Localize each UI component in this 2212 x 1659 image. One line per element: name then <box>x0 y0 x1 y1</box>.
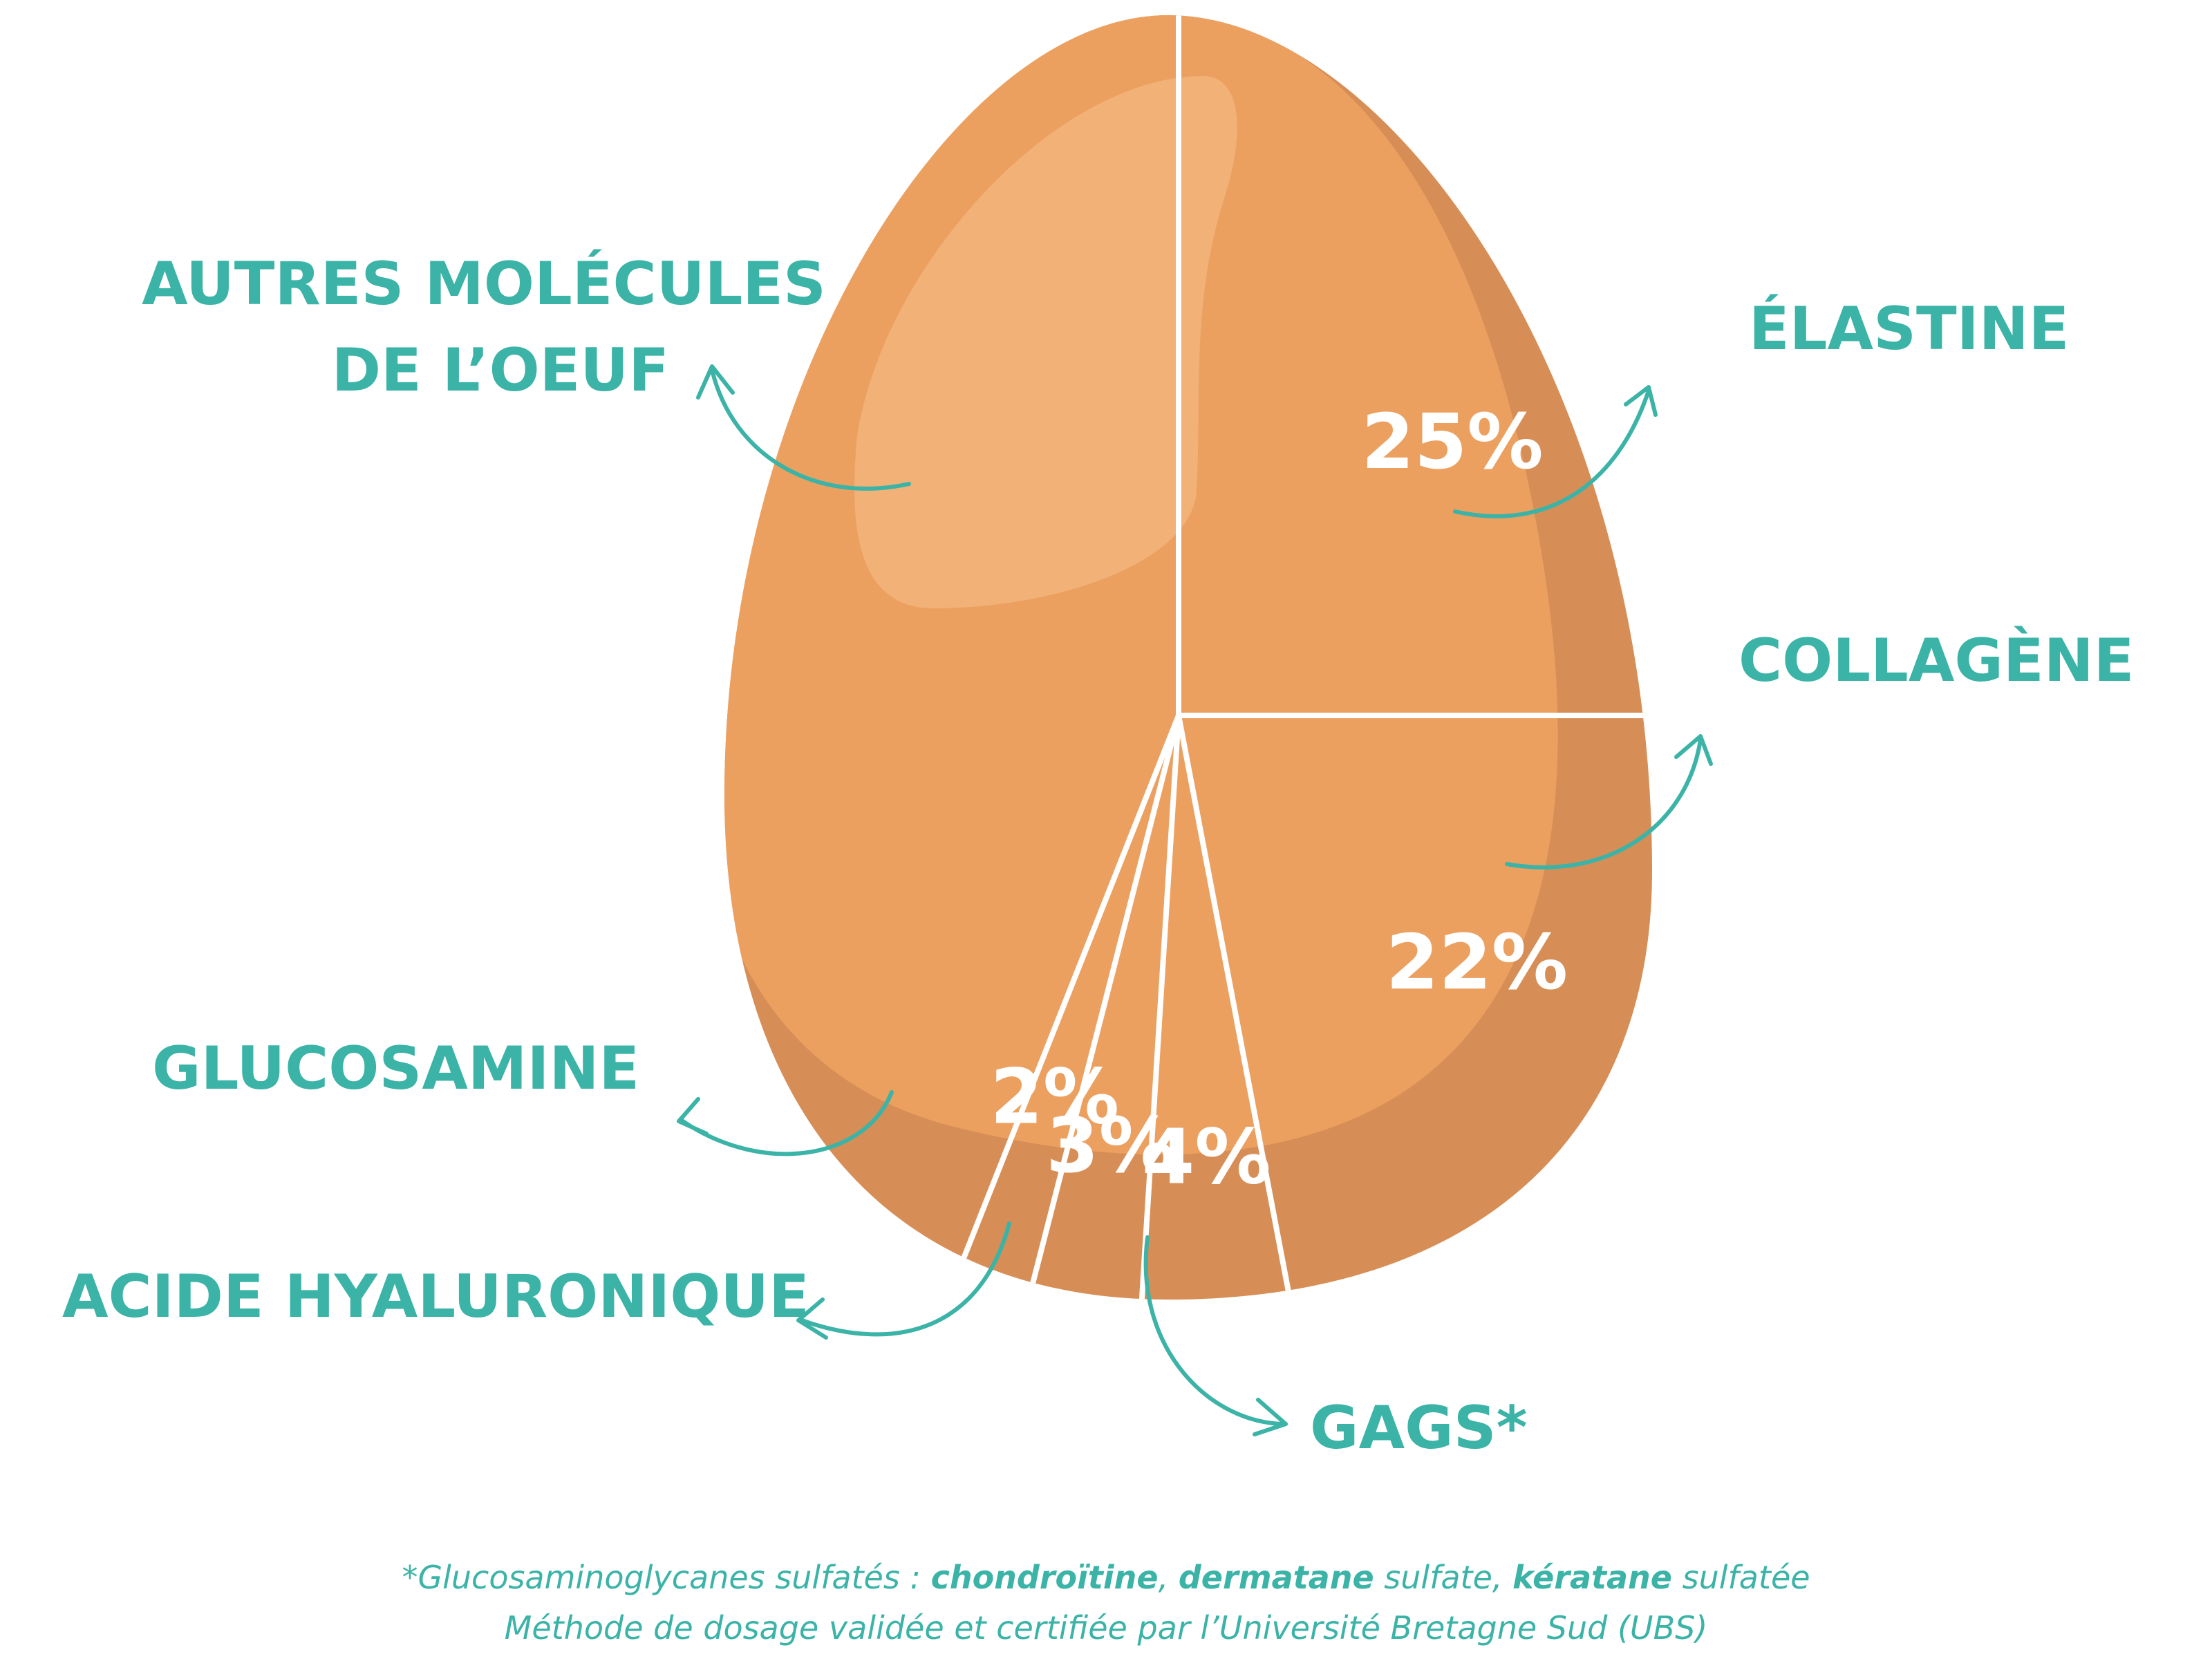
footnote-term-chondroitine: chondroïtine <box>930 1559 1159 1596</box>
slice-value-labels: 25% 22% 4%3%2% <box>990 397 1568 1201</box>
footnote-line2: Méthode de dosage validée et certifiée p… <box>504 1609 1708 1647</box>
arrow-elastine-head <box>1624 385 1658 417</box>
arrow-autres <box>710 368 911 491</box>
arrow-elastine <box>1453 388 1651 518</box>
slice-value-label: 25% <box>1361 397 1543 486</box>
footnote-term-dermatane: dermatane <box>1178 1559 1374 1596</box>
arrow-autres-head <box>696 364 735 400</box>
footnote-mid: sulfate, <box>1374 1559 1513 1596</box>
arrow-glucosamine-head <box>677 1097 709 1136</box>
callout-arrows <box>677 364 1713 1436</box>
arrow-acide <box>800 1221 1011 1337</box>
slice-value-label: 4% <box>1142 1113 1271 1201</box>
slice-divider <box>1119 715 1181 1300</box>
slice-dividers <box>845 15 1652 1300</box>
footnote-prefix: *Glucosaminoglycanes sulfatés : <box>402 1559 931 1596</box>
label-elastine: ÉLASTINE <box>1749 294 2069 364</box>
label-collagene: COLLAGÈNE <box>1738 626 2134 695</box>
slice-divider <box>845 714 1181 1300</box>
slice-value-label: 3% <box>1046 1101 1175 1190</box>
label-gags: GAGS* <box>1310 1394 1528 1463</box>
arrow-gags-head <box>1253 1398 1288 1436</box>
label-glucosamine: GLUCOSAMINE <box>152 1034 639 1103</box>
footnote-term-keratane: kératane <box>1512 1559 1672 1596</box>
arrow-gags <box>1143 1235 1288 1426</box>
slice-value-label: 22% <box>1386 918 1568 1006</box>
arrow-glucosamine <box>679 1090 894 1156</box>
footnote-suffix: sulfatée <box>1672 1559 1810 1596</box>
footnote-line1: *Glucosaminoglycanes sulfatés : chondroï… <box>0 1559 2212 1596</box>
label-autres-line1: AUTRES MOLÉCULES <box>142 249 826 319</box>
footnote-sep1: , <box>1158 1559 1179 1596</box>
label-autres-line2: DE L’OEUF <box>332 336 669 405</box>
egg-highlight <box>854 76 1237 608</box>
slice-value-label: 2% <box>990 1053 1119 1141</box>
egg-face <box>724 15 1558 1155</box>
slice-divider <box>952 715 1181 1300</box>
arrow-collagene <box>1505 738 1703 870</box>
arrow-acide-head <box>796 1297 828 1340</box>
arrow-collagene-head <box>1674 734 1713 766</box>
slice-divider <box>1176 715 1350 1300</box>
label-acide-hyaluronique: ACIDE HYALURONIQUE <box>62 1262 809 1331</box>
